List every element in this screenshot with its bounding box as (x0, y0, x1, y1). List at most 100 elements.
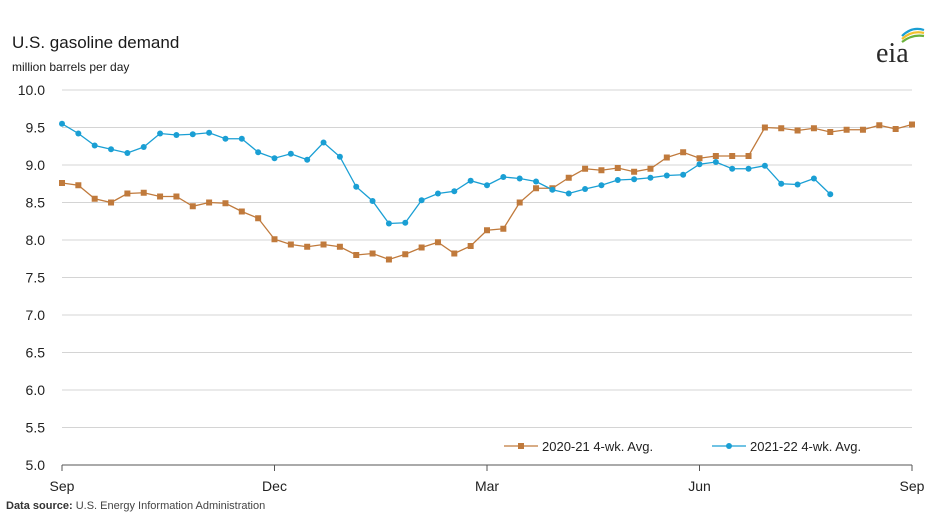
data-point (598, 182, 605, 189)
data-point (140, 144, 147, 150)
data-point (516, 199, 523, 206)
logo-arc-green (901, 34, 925, 43)
data-point (778, 180, 785, 187)
data-point (75, 130, 82, 137)
data-point (304, 156, 311, 163)
data-point (729, 153, 736, 159)
series-1 (59, 121, 915, 263)
legend: 2020-21 4-wk. Avg. 2021-22 4-wk. Avg. (504, 439, 861, 454)
eia-logo-icon: eia (872, 24, 928, 69)
chart-title: U.S. gasoline demand (12, 33, 180, 52)
data-point (484, 182, 490, 189)
data-point (189, 203, 196, 210)
legend-swatch-marker (518, 443, 524, 449)
data-point (59, 120, 65, 127)
data-point (909, 121, 915, 128)
y-tick-label: 9.5 (26, 120, 46, 136)
data-point (516, 175, 523, 182)
data-point (206, 199, 213, 206)
data-point (892, 126, 899, 132)
data-point (810, 125, 817, 132)
data-point (761, 162, 768, 169)
data-point (467, 243, 474, 249)
data-point (255, 149, 262, 156)
data-point (304, 243, 311, 250)
data-point (451, 188, 458, 195)
data-source-footer: Data source: U.S. Energy Information Adm… (6, 500, 265, 512)
logo-text: eia (876, 38, 909, 68)
data-point (287, 241, 294, 248)
data-point (647, 174, 654, 181)
data-point (320, 241, 327, 248)
data-point (353, 252, 360, 258)
data-point (745, 165, 752, 172)
data-point (565, 190, 572, 197)
data-point (91, 142, 98, 149)
data-point (729, 165, 736, 172)
data-point (778, 125, 785, 132)
data-point (238, 208, 245, 215)
series-layer (59, 120, 915, 263)
data-point (402, 219, 409, 226)
data-point (500, 225, 507, 232)
y-tick-label: 6.5 (26, 345, 46, 361)
data-point (434, 190, 441, 197)
legend-swatch-marker (726, 443, 732, 449)
data-point (859, 126, 866, 133)
data-point (173, 132, 180, 138)
data-point (238, 135, 245, 142)
data-point (663, 172, 670, 179)
data-point (173, 193, 180, 200)
data-point (549, 186, 556, 193)
data-point (222, 135, 229, 142)
data-point (108, 199, 115, 206)
data-point (680, 171, 687, 178)
series-2 (59, 120, 834, 227)
data-source-label: Data source: (6, 500, 73, 512)
data-point (157, 193, 164, 200)
data-point (189, 131, 196, 138)
data-point (810, 175, 817, 182)
data-point (124, 150, 131, 156)
data-point (631, 176, 638, 183)
y-tick-label: 7.5 (26, 270, 46, 286)
data-point (533, 178, 540, 185)
data-point (712, 153, 719, 159)
data-point (843, 126, 850, 133)
data-point (761, 124, 768, 131)
data-source-text: U.S. Energy Information Administration (75, 500, 266, 512)
data-point (434, 239, 441, 246)
data-point (206, 129, 213, 136)
data-point (614, 165, 621, 171)
data-point (320, 139, 327, 146)
data-point (385, 256, 392, 263)
data-point (75, 182, 82, 189)
data-point (255, 215, 262, 222)
data-point (108, 146, 115, 153)
series-line (61, 123, 831, 225)
legend-label: 2021-22 4-wk. Avg. (750, 439, 861, 454)
data-point (271, 155, 278, 162)
y-tick-label: 8.0 (26, 232, 46, 248)
y-tick-label: 5.0 (26, 457, 46, 473)
y-tick-label: 9.0 (26, 157, 46, 173)
data-point (631, 168, 638, 175)
data-point (500, 174, 507, 180)
data-point (59, 180, 65, 186)
series-line (61, 123, 913, 261)
grid-lines (62, 89, 912, 428)
data-point (582, 186, 589, 192)
data-point (467, 177, 474, 184)
data-point (271, 236, 278, 243)
data-point (598, 167, 605, 174)
y-tick-label: 8.5 (26, 195, 46, 211)
data-point (582, 165, 589, 172)
data-point (418, 244, 425, 251)
data-point (827, 129, 834, 135)
data-point (663, 154, 670, 161)
data-point (369, 198, 376, 204)
data-point (124, 190, 131, 197)
data-point (402, 251, 409, 258)
data-point (614, 177, 621, 183)
